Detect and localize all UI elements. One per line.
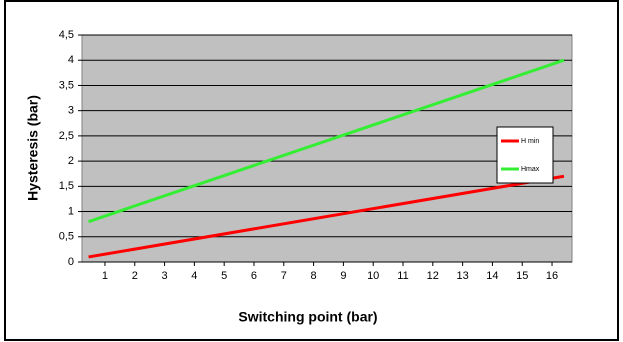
x-axis-title: Switching point (bar) bbox=[238, 309, 377, 325]
y-tick-label: 2 bbox=[68, 155, 74, 167]
data-line bbox=[88, 58, 565, 224]
x-tick-label: 14 bbox=[486, 270, 498, 282]
y-tick-label: 1 bbox=[68, 205, 74, 217]
y-tick-label: 4,5 bbox=[59, 29, 74, 41]
x-tick-label: 9 bbox=[340, 270, 346, 282]
y-tick-label: 0 bbox=[68, 256, 74, 268]
x-tick-label: 12 bbox=[427, 270, 439, 282]
y-tick-label: 0,5 bbox=[59, 231, 74, 243]
x-tick-label: 13 bbox=[456, 270, 468, 282]
y-tick-label: 1,5 bbox=[59, 180, 74, 192]
x-tick-label: 7 bbox=[281, 270, 287, 282]
x-tick-label: 16 bbox=[546, 270, 558, 282]
legend-box bbox=[496, 126, 554, 184]
x-tick-label: 6 bbox=[251, 270, 257, 282]
data-line bbox=[88, 174, 565, 259]
x-tick-label: 11 bbox=[397, 270, 408, 282]
x-tick-label: 1 bbox=[102, 270, 108, 282]
y-tick-label: 4 bbox=[68, 54, 74, 66]
legend-label: Hmax bbox=[521, 166, 540, 173]
y-axis-title: Hysteresis (bar) bbox=[25, 95, 41, 201]
y-tick-label: 2,5 bbox=[59, 130, 74, 142]
x-tick-label: 5 bbox=[221, 270, 227, 282]
x-tick-label: 8 bbox=[311, 270, 317, 282]
x-tick-label: 4 bbox=[191, 270, 197, 282]
x-tick-label: 3 bbox=[161, 270, 167, 282]
plot-area bbox=[81, 34, 573, 263]
y-tick-label: 3 bbox=[68, 105, 74, 117]
x-tick-label: 10 bbox=[367, 270, 379, 282]
x-tick-label: 15 bbox=[516, 270, 528, 282]
legend-label: H min bbox=[521, 138, 539, 145]
y-tick-label: 3,5 bbox=[59, 79, 74, 91]
x-tick-label: 2 bbox=[132, 270, 138, 282]
